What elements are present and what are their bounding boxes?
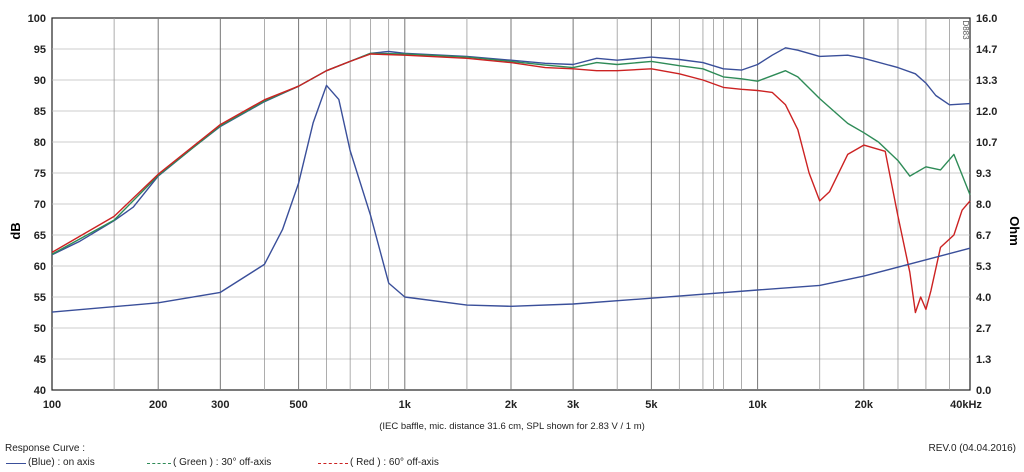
response-chart: 100 95 90 85 80 75 70 65 60 55 50 45 40 16.0 14.7 13.3 1… bbox=[8, 13, 1022, 432]
y-tick-left: 60 bbox=[34, 261, 46, 273]
y-tick-right: 10.7 bbox=[976, 137, 997, 149]
chart-caption: (IEC baffle, mic. distance 31.6 cm, SPL … bbox=[379, 421, 645, 432]
revision-label: REV.0 (04.04.2016) bbox=[928, 443, 1016, 454]
x-tick-label: 5k bbox=[645, 399, 658, 411]
legend-label-blue: (Blue) : on axis bbox=[28, 457, 95, 468]
y-tick-right: 9.3 bbox=[976, 168, 991, 180]
y-tick-left: 85 bbox=[34, 106, 46, 118]
x-tick-label: 3k bbox=[567, 399, 580, 411]
y-tick-right: 8.0 bbox=[976, 199, 991, 211]
x-tick-label: 40kHz bbox=[950, 399, 982, 411]
legend-swatch-blue bbox=[6, 463, 26, 464]
grid bbox=[51, 17, 971, 391]
series-lines bbox=[51, 47, 971, 314]
y-axis-label-right: Ohm bbox=[1007, 216, 1022, 246]
x-tick-label: 1k bbox=[399, 399, 412, 411]
y-tick-right: 2.7 bbox=[976, 323, 991, 335]
y-tick-left: 95 bbox=[34, 44, 46, 56]
y-tick-right: 14.7 bbox=[976, 44, 997, 56]
y-tick-right: 1.3 bbox=[976, 354, 991, 366]
y-tick-left: 90 bbox=[34, 75, 46, 87]
y-tick-right: 5.3 bbox=[976, 261, 991, 273]
y-tick-left: 50 bbox=[34, 323, 46, 335]
x-tick-label: 300 bbox=[211, 399, 229, 411]
footer-title: Response Curve : bbox=[5, 443, 86, 454]
legend-swatch-red bbox=[318, 463, 348, 464]
y-tick-right: 0.0 bbox=[976, 385, 991, 397]
x-tick-label: 500 bbox=[289, 399, 307, 411]
series-line-3 bbox=[51, 84, 971, 313]
y-tick-right: 4.0 bbox=[976, 292, 991, 304]
x-tick-label: 2k bbox=[505, 399, 518, 411]
y-tick-left: 55 bbox=[34, 292, 46, 304]
y-tick-left: 40 bbox=[34, 385, 46, 397]
x-tick-label: 10k bbox=[748, 399, 767, 411]
legend-label-red: ( Red ) : 60° off-axis bbox=[350, 457, 439, 468]
x-tick-label: 200 bbox=[149, 399, 167, 411]
y-tick-left: 65 bbox=[34, 230, 46, 242]
y-tick-right: 12.0 bbox=[976, 106, 997, 118]
y-tick-right: 16.0 bbox=[976, 13, 997, 25]
y-tick-left: 100 bbox=[28, 13, 46, 25]
y-tick-left: 45 bbox=[34, 354, 46, 366]
y-tick-left: 80 bbox=[34, 137, 46, 149]
legend-label-green: ( Green ) : 30° off-axis bbox=[173, 457, 272, 468]
y-tick-left: 70 bbox=[34, 199, 46, 211]
y-axis-label-left: dB bbox=[8, 222, 23, 239]
legend-swatch-green bbox=[147, 463, 171, 464]
y-tick-right: 13.3 bbox=[976, 75, 997, 87]
y-tick-left: 75 bbox=[34, 168, 46, 180]
tick-labels: 100 95 90 85 80 75 70 65 60 55 50 45 40 16.0 14.7 13.3 1… bbox=[28, 13, 998, 411]
x-tick-label: 100 bbox=[43, 399, 61, 411]
y-tick-right: 6.7 bbox=[976, 230, 991, 242]
x-tick-label: 20k bbox=[855, 399, 874, 411]
series-line-2 bbox=[51, 53, 971, 314]
corner-label: D883 bbox=[961, 20, 970, 40]
